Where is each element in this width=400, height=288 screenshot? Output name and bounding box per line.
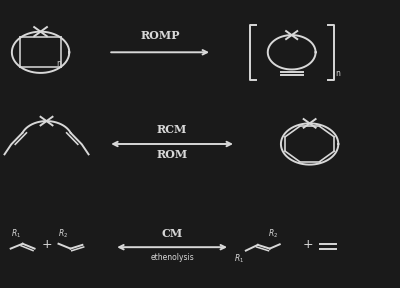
Text: CM: CM — [162, 228, 183, 238]
Text: $R_2$: $R_2$ — [268, 228, 278, 240]
Text: RCM: RCM — [157, 124, 187, 135]
Text: ethenolysis: ethenolysis — [150, 253, 194, 262]
Text: +: + — [302, 238, 313, 251]
Text: n: n — [336, 69, 340, 78]
Text: +: + — [41, 238, 52, 251]
Text: ROMP: ROMP — [140, 30, 180, 41]
Text: $R_2$: $R_2$ — [58, 228, 69, 240]
Text: $R_1$: $R_1$ — [11, 228, 21, 240]
Text: $R_1$: $R_1$ — [234, 252, 244, 265]
Text: ROM: ROM — [156, 149, 188, 160]
Text: n: n — [56, 59, 61, 69]
